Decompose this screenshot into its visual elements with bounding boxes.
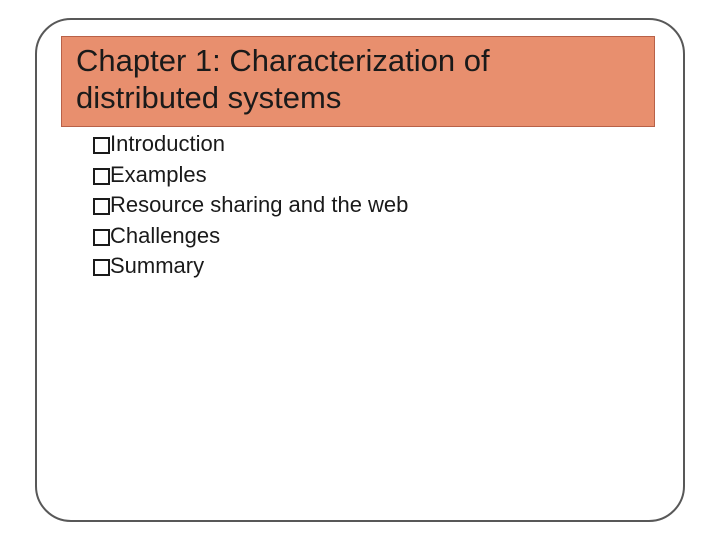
square-bullet-icon	[93, 137, 110, 154]
square-bullet-icon	[93, 259, 110, 276]
list-item: Introduction	[93, 130, 653, 159]
square-bullet-icon	[93, 198, 110, 215]
bullet-label: Summary	[110, 252, 653, 281]
bullet-label: Introduction	[110, 130, 653, 159]
list-item: Challenges	[93, 222, 653, 251]
bullet-label: Challenges	[110, 222, 653, 251]
title-box: Chapter 1: Characterization of distribut…	[61, 36, 655, 127]
slide-frame: Chapter 1: Characterization of distribut…	[35, 18, 685, 522]
bullet-label: Resource sharing and the web	[110, 191, 653, 220]
square-bullet-icon	[93, 229, 110, 246]
bullet-list: Introduction Examples Resource sharing a…	[93, 130, 653, 283]
list-item: Summary	[93, 252, 653, 281]
list-item: Resource sharing and the web	[93, 191, 653, 220]
list-item: Examples	[93, 161, 653, 190]
square-bullet-icon	[93, 168, 110, 185]
bullet-label: Examples	[110, 161, 653, 190]
slide-title: Chapter 1: Characterization of distribut…	[76, 43, 640, 116]
